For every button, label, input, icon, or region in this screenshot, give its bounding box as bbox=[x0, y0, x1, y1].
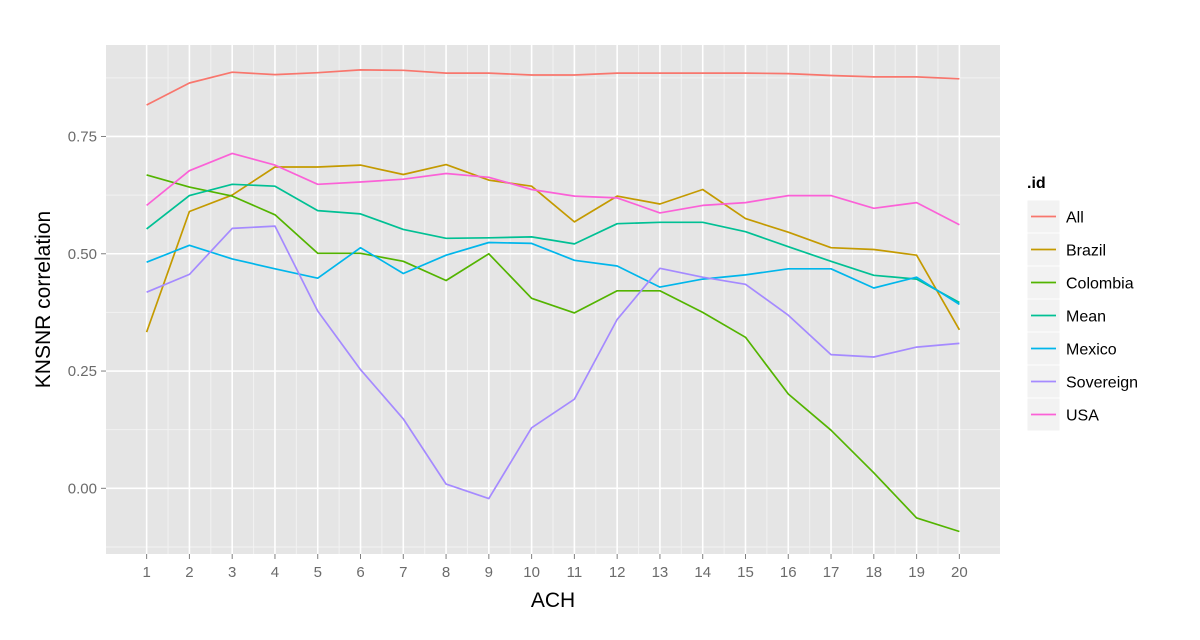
legend: .id All Brazil Colombia Mean Mexico Sovereign… bbox=[1026, 175, 1138, 432]
legend-label: All bbox=[1066, 210, 1084, 227]
x-tick-label: 19 bbox=[908, 564, 925, 581]
x-axis: 1 2 3 4 5 6 7 8 9 10 11 12 13 14 15 16 17 18 19 20 bbox=[142, 554, 968, 581]
y-tick-label: 0.75 bbox=[68, 128, 97, 145]
x-tick-label: 16 bbox=[780, 564, 797, 581]
x-tick-label: 13 bbox=[652, 564, 669, 581]
series-lines bbox=[145, 69, 961, 533]
x-tick-label: 18 bbox=[865, 564, 882, 581]
x-tick-label: 3 bbox=[228, 564, 236, 581]
y-tick-label: 0.00 bbox=[68, 480, 97, 497]
legend-label: USA bbox=[1066, 408, 1099, 425]
x-tick-label: 12 bbox=[609, 564, 626, 581]
x-tick-label: 11 bbox=[567, 564, 583, 581]
x-tick-label: 2 bbox=[185, 564, 193, 581]
x-tick-label: 9 bbox=[485, 564, 493, 581]
legend-label: Brazil bbox=[1066, 243, 1106, 260]
x-tick-label: 15 bbox=[737, 564, 754, 581]
series-line-all bbox=[146, 69, 960, 106]
x-tick-label: 10 bbox=[523, 564, 540, 581]
x-tick-label: 17 bbox=[823, 564, 840, 581]
series-line-brazil bbox=[145, 163, 961, 333]
legend-label: Colombia bbox=[1066, 276, 1134, 293]
x-tick-label: 20 bbox=[951, 564, 968, 581]
series-line-mean bbox=[146, 183, 960, 304]
x-tick-label: 6 bbox=[356, 564, 364, 581]
major-gridlines bbox=[106, 45, 1000, 554]
series-line-mexico bbox=[146, 241, 960, 306]
legend-label: Mean bbox=[1066, 309, 1106, 326]
series-line-usa bbox=[146, 152, 960, 226]
legend-title: .id bbox=[1027, 175, 1046, 192]
x-tick-label: 4 bbox=[271, 564, 279, 581]
y-axis-title: KNSNR correlation bbox=[32, 211, 55, 388]
y-axis: 0.00 0.25 0.50 0.75 bbox=[68, 128, 106, 497]
legend-label: Sovereign bbox=[1066, 375, 1138, 392]
legend-label: Mexico bbox=[1066, 342, 1117, 359]
x-tick-label: 8 bbox=[442, 564, 450, 581]
series-line-sovereign bbox=[146, 225, 960, 500]
y-tick-label: 0.50 bbox=[68, 246, 97, 263]
x-axis-title: ACH bbox=[531, 589, 575, 612]
series-line-colombia bbox=[146, 174, 960, 533]
x-tick-label: 14 bbox=[694, 564, 711, 581]
x-tick-label: 1 bbox=[142, 564, 150, 581]
x-tick-label: 7 bbox=[399, 564, 407, 581]
y-tick-label: 0.25 bbox=[68, 363, 97, 380]
x-tick-label: 5 bbox=[314, 564, 322, 581]
